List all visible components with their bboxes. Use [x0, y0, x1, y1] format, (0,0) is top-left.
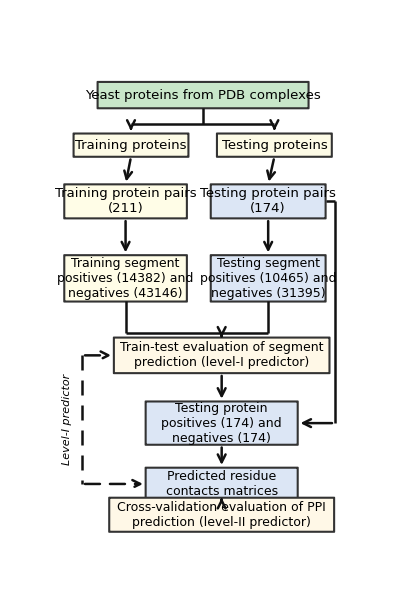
- FancyBboxPatch shape: [146, 468, 298, 500]
- FancyBboxPatch shape: [146, 401, 298, 445]
- FancyBboxPatch shape: [64, 255, 187, 302]
- Text: Predicted residue
contacts matrices: Predicted residue contacts matrices: [166, 470, 278, 498]
- FancyBboxPatch shape: [217, 134, 332, 157]
- Text: Train-test evaluation of segment
prediction (level-I predictor): Train-test evaluation of segment predict…: [120, 341, 324, 370]
- FancyBboxPatch shape: [64, 184, 187, 218]
- Text: Testing protein
positives (174) and
negatives (174): Testing protein positives (174) and nega…: [161, 401, 282, 445]
- Text: Level-I predictor: Level-I predictor: [62, 374, 72, 465]
- FancyBboxPatch shape: [211, 255, 326, 302]
- Text: Testing protein pairs
(174): Testing protein pairs (174): [200, 187, 336, 215]
- FancyBboxPatch shape: [114, 338, 330, 373]
- FancyBboxPatch shape: [109, 498, 334, 532]
- FancyBboxPatch shape: [98, 82, 308, 108]
- Text: Training segment
positives (14382) and
negatives (43146): Training segment positives (14382) and n…: [58, 257, 194, 300]
- Text: Yeast proteins from PDB complexes: Yeast proteins from PDB complexes: [85, 89, 321, 101]
- Text: Training proteins: Training proteins: [75, 139, 187, 152]
- Text: Testing segment
positives (10465) and
negatives (31395): Testing segment positives (10465) and ne…: [200, 257, 336, 300]
- FancyBboxPatch shape: [211, 184, 326, 218]
- Text: Training protein pairs
(211): Training protein pairs (211): [55, 187, 197, 215]
- Text: Testing proteins: Testing proteins: [222, 139, 327, 152]
- FancyBboxPatch shape: [73, 134, 189, 157]
- Text: Cross-validation evaluation of PPI
prediction (level-II predictor): Cross-validation evaluation of PPI predi…: [117, 501, 326, 529]
